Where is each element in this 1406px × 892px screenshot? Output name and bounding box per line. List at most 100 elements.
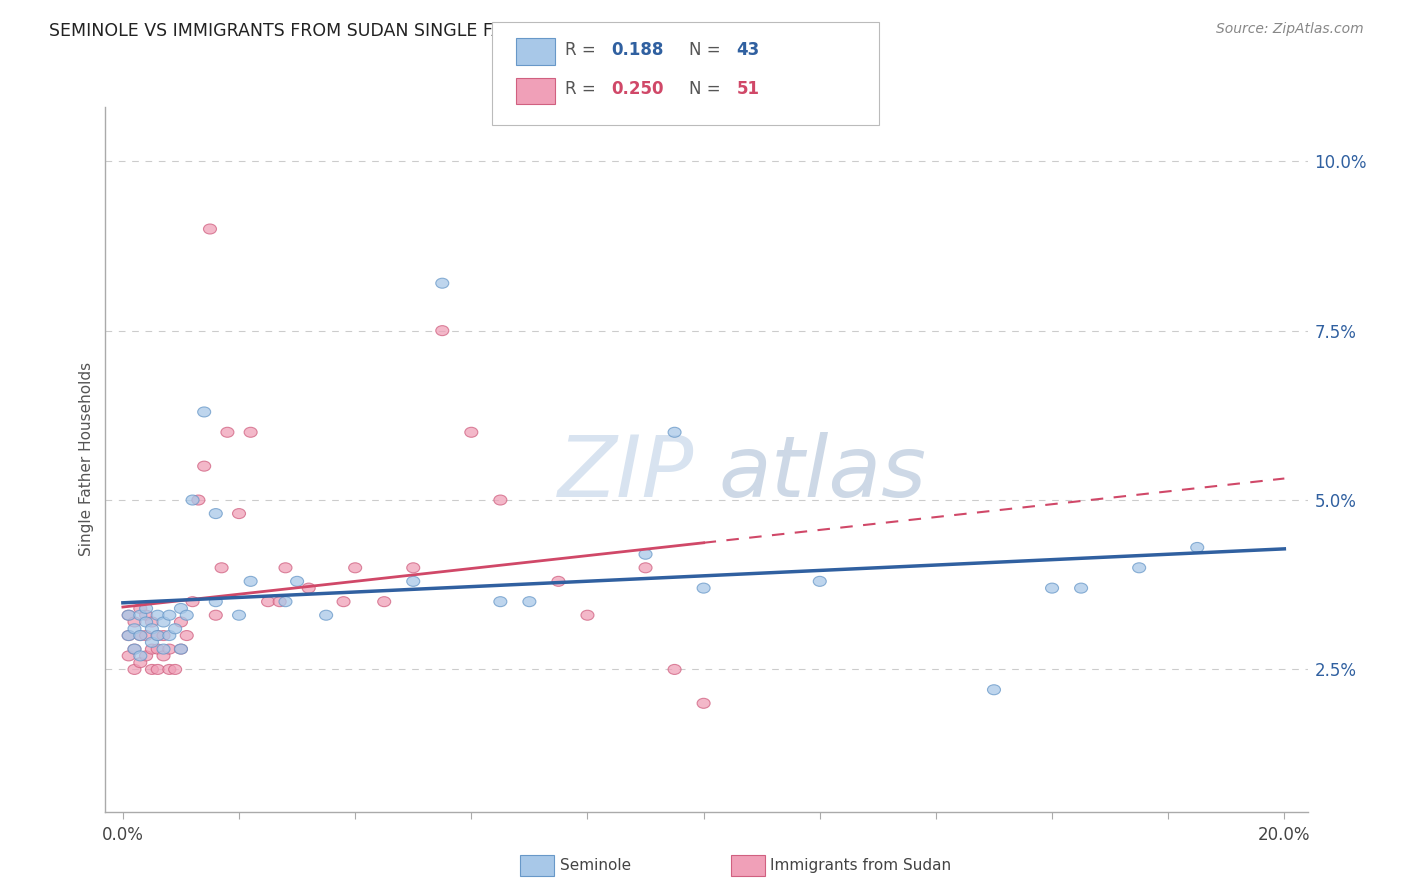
Ellipse shape [668, 427, 681, 437]
Ellipse shape [157, 631, 170, 640]
Ellipse shape [319, 610, 333, 620]
Text: N =: N = [689, 80, 725, 98]
Ellipse shape [494, 597, 506, 607]
Ellipse shape [186, 495, 200, 505]
Ellipse shape [245, 576, 257, 586]
Ellipse shape [186, 597, 200, 607]
Ellipse shape [1074, 583, 1088, 593]
Ellipse shape [152, 631, 165, 640]
Ellipse shape [134, 657, 146, 667]
Ellipse shape [122, 631, 135, 640]
Ellipse shape [139, 651, 153, 661]
Ellipse shape [1133, 563, 1146, 573]
Ellipse shape [406, 576, 420, 586]
Text: N =: N = [689, 41, 725, 59]
Ellipse shape [209, 610, 222, 620]
Ellipse shape [139, 610, 153, 620]
Ellipse shape [128, 665, 141, 674]
Ellipse shape [145, 624, 159, 634]
Ellipse shape [813, 576, 827, 586]
Ellipse shape [174, 604, 187, 614]
Ellipse shape [163, 610, 176, 620]
Ellipse shape [134, 631, 146, 640]
Ellipse shape [152, 610, 165, 620]
Ellipse shape [174, 644, 187, 654]
Ellipse shape [152, 665, 165, 674]
Ellipse shape [157, 644, 170, 654]
Ellipse shape [169, 665, 181, 674]
Ellipse shape [465, 427, 478, 437]
Ellipse shape [145, 617, 159, 627]
Text: 0.250: 0.250 [612, 80, 664, 98]
Ellipse shape [163, 631, 176, 640]
Ellipse shape [262, 597, 274, 607]
Ellipse shape [163, 665, 176, 674]
Ellipse shape [145, 644, 159, 654]
Ellipse shape [640, 563, 652, 573]
Text: Immigrants from Sudan: Immigrants from Sudan [770, 858, 952, 872]
Text: Seminole: Seminole [560, 858, 631, 872]
Ellipse shape [987, 685, 1001, 695]
Ellipse shape [406, 563, 420, 573]
Text: Source: ZipAtlas.com: Source: ZipAtlas.com [1216, 22, 1364, 37]
Ellipse shape [221, 427, 233, 437]
Ellipse shape [232, 508, 246, 518]
Ellipse shape [697, 583, 710, 593]
Ellipse shape [180, 631, 193, 640]
Text: SEMINOLE VS IMMIGRANTS FROM SUDAN SINGLE FATHER HOUSEHOLDS CORRELATION CHART: SEMINOLE VS IMMIGRANTS FROM SUDAN SINGLE… [49, 22, 870, 40]
Ellipse shape [291, 576, 304, 586]
Ellipse shape [128, 644, 141, 654]
Ellipse shape [204, 224, 217, 234]
Ellipse shape [209, 597, 222, 607]
Text: 0.188: 0.188 [612, 41, 664, 59]
Ellipse shape [152, 631, 165, 640]
Ellipse shape [191, 495, 205, 505]
Ellipse shape [139, 604, 153, 614]
Ellipse shape [523, 597, 536, 607]
Ellipse shape [134, 631, 146, 640]
Text: atlas: atlas [718, 432, 927, 515]
Ellipse shape [122, 631, 135, 640]
Text: 51: 51 [737, 80, 759, 98]
Ellipse shape [157, 651, 170, 661]
Ellipse shape [349, 563, 361, 573]
Ellipse shape [273, 597, 287, 607]
Text: R =: R = [565, 41, 602, 59]
Ellipse shape [232, 610, 246, 620]
Text: ZIP: ZIP [558, 432, 695, 515]
Ellipse shape [553, 576, 565, 586]
Ellipse shape [122, 610, 135, 620]
Ellipse shape [245, 427, 257, 437]
Ellipse shape [436, 326, 449, 335]
Y-axis label: Single Father Households: Single Father Households [79, 362, 94, 557]
Ellipse shape [152, 644, 165, 654]
Ellipse shape [122, 651, 135, 661]
Ellipse shape [174, 617, 187, 627]
Ellipse shape [1046, 583, 1059, 593]
Ellipse shape [180, 610, 193, 620]
Ellipse shape [139, 617, 153, 627]
Ellipse shape [581, 610, 593, 620]
Ellipse shape [122, 610, 135, 620]
Ellipse shape [697, 698, 710, 708]
Ellipse shape [134, 610, 146, 620]
Ellipse shape [163, 644, 176, 654]
Ellipse shape [128, 617, 141, 627]
Ellipse shape [215, 563, 228, 573]
Text: R =: R = [565, 80, 602, 98]
Ellipse shape [1191, 542, 1204, 552]
Ellipse shape [134, 604, 146, 614]
Text: 43: 43 [737, 41, 761, 59]
Ellipse shape [174, 644, 187, 654]
Ellipse shape [378, 597, 391, 607]
Ellipse shape [198, 407, 211, 417]
Ellipse shape [436, 278, 449, 288]
Ellipse shape [128, 624, 141, 634]
Ellipse shape [169, 624, 181, 634]
Ellipse shape [278, 563, 292, 573]
Ellipse shape [128, 644, 141, 654]
Ellipse shape [139, 631, 153, 640]
Ellipse shape [278, 597, 292, 607]
Ellipse shape [134, 651, 146, 661]
Ellipse shape [198, 461, 211, 471]
